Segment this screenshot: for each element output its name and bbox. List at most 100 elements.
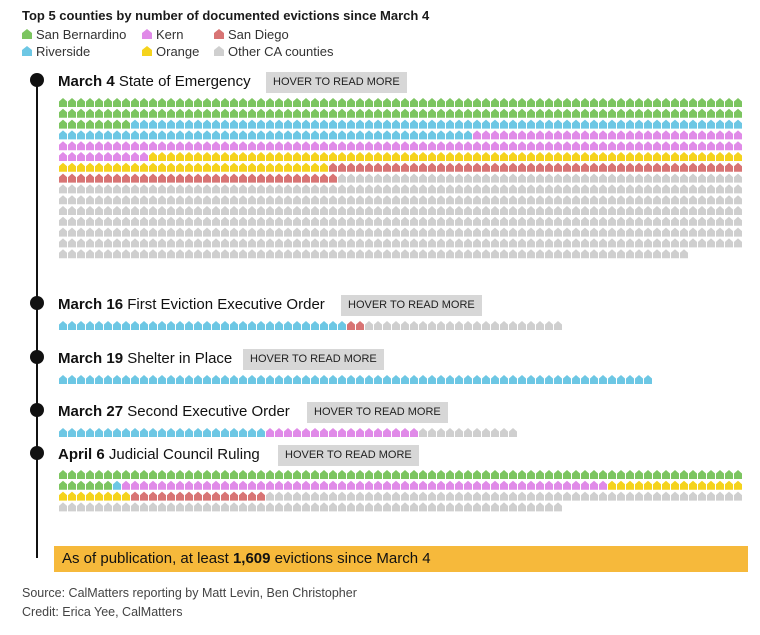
eviction-house-mark <box>149 206 157 215</box>
eviction-house-mark <box>158 98 166 107</box>
eviction-house-mark <box>635 249 643 259</box>
eviction-house-mark <box>410 491 418 501</box>
eviction-house-mark <box>698 98 706 107</box>
eviction-house-mark <box>518 119 526 129</box>
eviction-house-mark <box>572 249 580 259</box>
eviction-house-mark <box>635 206 643 215</box>
hover-to-read-more-button[interactable]: HOVER TO READ MORE <box>266 72 407 93</box>
eviction-house-mark <box>203 130 211 140</box>
eviction-house-mark <box>302 206 310 215</box>
eviction-house-mark <box>446 173 454 183</box>
eviction-house-mark <box>374 321 382 330</box>
eviction-house-mark <box>617 480 625 490</box>
eviction-house-mark <box>410 238 418 248</box>
eviction-house-mark <box>383 206 391 215</box>
eviction-house-mark <box>581 249 589 259</box>
eviction-house-mark <box>698 130 706 140</box>
eviction-house-mark <box>338 98 346 107</box>
eviction-house-mark <box>374 108 382 118</box>
eviction-house-mark <box>59 184 67 194</box>
eviction-house-mark <box>302 321 310 330</box>
eviction-house-mark <box>365 173 373 183</box>
eviction-house-mark <box>698 108 706 118</box>
eviction-house-mark <box>221 502 229 512</box>
eviction-house-mark <box>302 152 310 161</box>
eviction-house-mark <box>356 480 364 490</box>
timeline-dot <box>30 350 44 364</box>
eviction-house-mark <box>635 108 643 118</box>
eviction-house-mark <box>140 141 148 151</box>
eviction-house-mark <box>698 141 706 151</box>
eviction-house-mark <box>491 238 499 248</box>
eviction-house-mark <box>464 152 472 161</box>
eviction-house-mark <box>140 184 148 194</box>
eviction-house-mark <box>374 152 382 161</box>
eviction-house-mark <box>365 216 373 226</box>
eviction-house-mark <box>536 238 544 248</box>
eviction-house-mark <box>455 108 463 118</box>
eviction-house-mark <box>167 119 175 129</box>
hover-to-read-more-button[interactable]: HOVER TO READ MORE <box>307 402 448 423</box>
eviction-house-mark <box>275 227 283 237</box>
eviction-house-mark <box>437 480 445 490</box>
eviction-house-mark <box>329 238 337 248</box>
eviction-house-mark <box>167 238 175 248</box>
eviction-house-mark <box>554 206 562 215</box>
eviction-house-mark <box>140 108 148 118</box>
eviction-house-mark <box>347 98 355 107</box>
eviction-house-mark <box>311 227 319 237</box>
hover-to-read-more-button[interactable]: HOVER TO READ MORE <box>341 295 482 316</box>
eviction-house-mark <box>149 173 157 183</box>
eviction-house-mark <box>167 227 175 237</box>
eviction-house-mark <box>509 491 517 501</box>
eviction-house-mark <box>248 480 256 490</box>
eviction-house-mark <box>473 152 481 161</box>
eviction-house-mark <box>113 238 121 248</box>
eviction-house-mark <box>698 173 706 183</box>
eviction-house-mark <box>482 162 490 172</box>
eviction-house-mark <box>482 206 490 215</box>
eviction-house-mark <box>212 428 220 437</box>
eviction-house-mark <box>374 216 382 226</box>
eviction-house-mark <box>473 216 481 226</box>
eviction-house-mark <box>581 470 589 479</box>
eviction-house-mark <box>221 249 229 259</box>
eviction-house-mark <box>662 249 670 259</box>
eviction-house-mark <box>212 216 220 226</box>
hover-to-read-more-button[interactable]: HOVER TO READ MORE <box>243 349 384 370</box>
eviction-house-mark <box>707 216 715 226</box>
eviction-house-mark <box>680 206 688 215</box>
eviction-house-mark <box>77 152 85 161</box>
eviction-house-mark <box>365 184 373 194</box>
eviction-house-mark <box>113 206 121 215</box>
eviction-house-mark <box>257 98 265 107</box>
eviction-house-mark <box>167 428 175 437</box>
eviction-house-mark <box>500 249 508 259</box>
eviction-house-mark <box>707 227 715 237</box>
eviction-house-mark <box>671 195 679 205</box>
eviction-house-mark <box>653 184 661 194</box>
eviction-house-mark <box>383 195 391 205</box>
eviction-house-mark <box>149 491 157 501</box>
eviction-house-mark <box>680 130 688 140</box>
eviction-house-mark <box>122 470 130 479</box>
eviction-house-mark <box>347 428 355 437</box>
eviction-house-mark <box>356 119 364 129</box>
eviction-house-mark <box>671 162 679 172</box>
eviction-house-mark <box>257 162 265 172</box>
eviction-house-mark <box>68 141 76 151</box>
eviction-house-mark <box>554 141 562 151</box>
eviction-house-mark <box>275 195 283 205</box>
eviction-house-mark <box>419 480 427 490</box>
eviction-house-mark <box>284 130 292 140</box>
eviction-house-mark <box>158 227 166 237</box>
eviction-house-mark <box>248 249 256 259</box>
hover-to-read-more-button[interactable]: HOVER TO READ MORE <box>278 445 419 466</box>
eviction-house-mark <box>500 216 508 226</box>
eviction-house-mark <box>734 130 742 140</box>
eviction-house-mark <box>482 184 490 194</box>
eviction-house-mark <box>689 206 697 215</box>
eviction-house-mark <box>689 491 697 501</box>
eviction-house-mark <box>149 162 157 172</box>
eviction-house-mark <box>428 375 436 384</box>
